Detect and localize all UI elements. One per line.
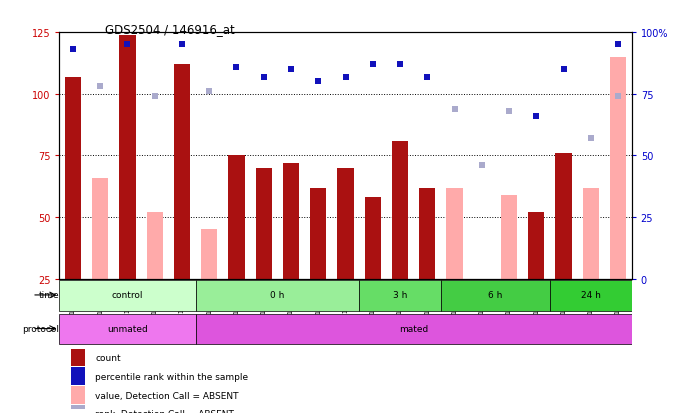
Text: GDS2504 / 146916_at: GDS2504 / 146916_at — [105, 23, 235, 36]
Text: protocol: protocol — [22, 324, 59, 333]
Bar — [59, 314, 195, 344]
Text: 0 h: 0 h — [270, 291, 285, 300]
Bar — [70, 349, 85, 366]
Text: unmated: unmated — [107, 324, 148, 333]
Bar — [201, 230, 217, 279]
Bar — [228, 156, 245, 279]
Bar — [59, 281, 195, 311]
Text: 24 h: 24 h — [581, 291, 601, 300]
Text: count: count — [96, 353, 121, 362]
Bar — [610, 58, 626, 279]
Bar — [195, 281, 359, 311]
Bar — [528, 213, 544, 279]
Text: 6 h: 6 h — [488, 291, 503, 300]
Bar — [501, 195, 517, 279]
Text: 3 h: 3 h — [393, 291, 407, 300]
Text: mated: mated — [399, 324, 429, 333]
Bar — [550, 281, 632, 311]
Bar — [446, 188, 463, 279]
Bar — [392, 141, 408, 279]
Bar — [283, 164, 299, 279]
Bar — [174, 65, 190, 279]
Bar — [419, 188, 436, 279]
Bar — [65, 77, 81, 279]
Bar — [310, 188, 327, 279]
Bar — [70, 368, 85, 385]
Bar — [556, 154, 572, 279]
Bar — [147, 213, 163, 279]
Bar — [337, 169, 354, 279]
Bar — [119, 36, 135, 279]
Text: time: time — [38, 291, 59, 300]
Text: control: control — [112, 291, 143, 300]
Text: value, Detection Call = ABSENT: value, Detection Call = ABSENT — [96, 391, 239, 400]
Bar — [441, 281, 550, 311]
Bar — [583, 188, 599, 279]
Bar — [195, 314, 632, 344]
Text: rank, Detection Call = ABSENT: rank, Detection Call = ABSENT — [96, 409, 235, 413]
Bar — [70, 386, 85, 404]
Text: percentile rank within the sample: percentile rank within the sample — [96, 372, 248, 381]
Bar — [610, 188, 626, 279]
Bar — [359, 281, 441, 311]
Bar — [364, 198, 381, 279]
Bar — [92, 178, 108, 279]
Bar — [70, 405, 85, 413]
Bar — [474, 279, 490, 306]
Bar — [255, 169, 272, 279]
